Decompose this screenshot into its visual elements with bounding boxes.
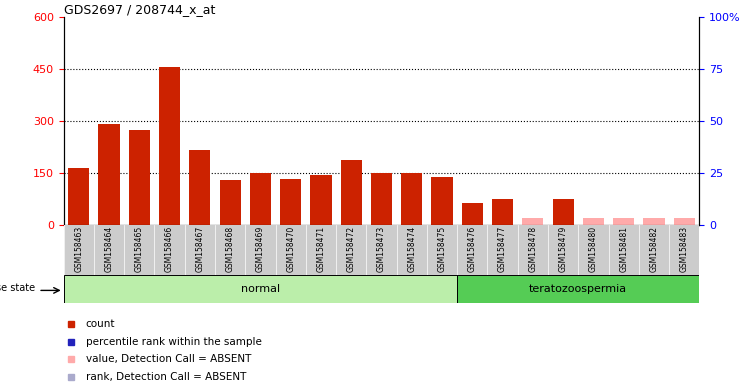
Text: value, Detection Call = ABSENT: value, Detection Call = ABSENT: [86, 354, 251, 364]
Text: GSM158471: GSM158471: [316, 226, 325, 272]
Text: count: count: [86, 319, 115, 329]
Bar: [401, 173, 423, 225]
Text: GSM158479: GSM158479: [559, 226, 568, 272]
Text: GSM158476: GSM158476: [468, 226, 476, 272]
Bar: [219, 180, 241, 225]
Text: GSM158468: GSM158468: [226, 226, 235, 272]
Bar: [129, 130, 150, 225]
Bar: [522, 218, 544, 225]
Bar: [68, 168, 89, 225]
Text: GSM158481: GSM158481: [619, 226, 628, 272]
Bar: [280, 179, 301, 225]
Text: rank, Detection Call = ABSENT: rank, Detection Call = ABSENT: [86, 372, 246, 382]
Text: normal: normal: [241, 284, 280, 294]
Text: GDS2697 / 208744_x_at: GDS2697 / 208744_x_at: [64, 3, 215, 16]
Text: GSM158478: GSM158478: [528, 226, 537, 272]
Text: GSM158480: GSM158480: [589, 226, 598, 272]
Bar: [189, 151, 210, 225]
Bar: [583, 218, 604, 225]
Text: GSM158474: GSM158474: [407, 226, 416, 272]
Bar: [674, 218, 695, 225]
Text: GSM158472: GSM158472: [347, 226, 356, 272]
Text: GSM158469: GSM158469: [256, 226, 265, 272]
Text: GSM158467: GSM158467: [195, 226, 204, 272]
Bar: [432, 177, 453, 225]
Bar: [371, 173, 392, 225]
Bar: [492, 199, 513, 225]
Bar: [457, 275, 699, 303]
Bar: [553, 199, 574, 225]
Text: teratozoospermia: teratozoospermia: [530, 284, 628, 294]
Text: GSM158463: GSM158463: [74, 226, 83, 272]
Bar: [340, 160, 362, 225]
Text: GSM158473: GSM158473: [377, 226, 386, 272]
Text: GSM158477: GSM158477: [498, 226, 507, 272]
Bar: [64, 275, 457, 303]
Bar: [99, 124, 120, 225]
Text: GSM158483: GSM158483: [680, 226, 689, 272]
Bar: [462, 203, 483, 225]
Bar: [159, 68, 180, 225]
Text: GSM158464: GSM158464: [105, 226, 114, 272]
Text: GSM158466: GSM158466: [165, 226, 174, 272]
Text: GSM158470: GSM158470: [286, 226, 295, 272]
Text: GSM158465: GSM158465: [135, 226, 144, 272]
Text: GSM158482: GSM158482: [649, 226, 658, 272]
Text: GSM158475: GSM158475: [438, 226, 447, 272]
Bar: [643, 218, 664, 225]
Bar: [310, 175, 331, 225]
Bar: [250, 174, 271, 225]
Text: percentile rank within the sample: percentile rank within the sample: [86, 337, 262, 347]
Text: disease state: disease state: [0, 283, 35, 293]
Bar: [613, 218, 634, 225]
